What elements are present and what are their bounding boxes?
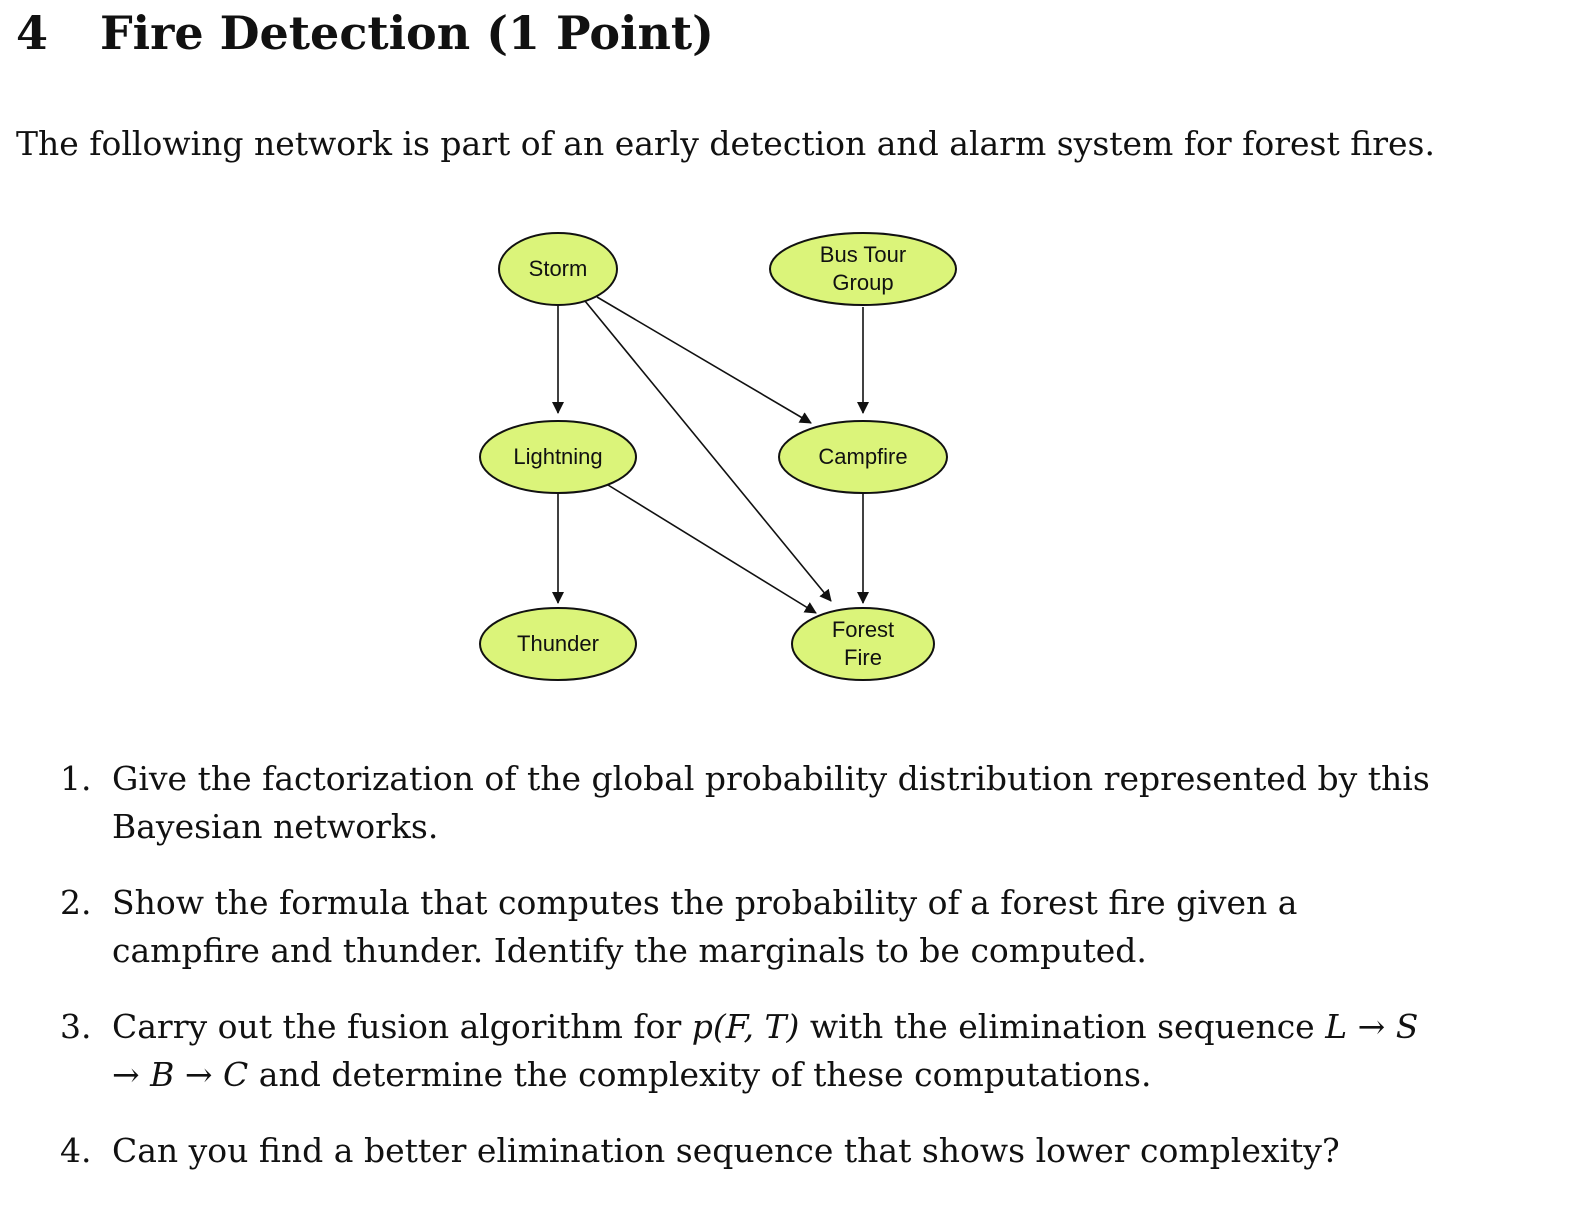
node-lightning — [479, 420, 637, 494]
edge-lightning-forestfire — [607, 484, 817, 614]
node-campfire — [778, 420, 948, 494]
node-label-forest-fire: Forest Fire — [831, 617, 895, 670]
section-title: Fire Detection (1 Point) — [100, 6, 714, 60]
question-text: Give the factorization of the global pro… — [112, 759, 1430, 846]
bayesian-network-diagram: Storm Bus Tour Group Lightning Campfire … — [450, 215, 1010, 715]
section-number: 4 — [16, 6, 49, 60]
node-thunder — [479, 607, 637, 681]
intro-text: The following network is part of an earl… — [16, 124, 1435, 163]
question-text: Can you find a better elimination sequen… — [112, 1131, 1340, 1170]
edge-storm-forestfire — [584, 300, 832, 602]
edge-storm-campfire — [596, 296, 812, 424]
node-storm — [498, 232, 618, 306]
network-graph — [479, 232, 957, 681]
question-item: 2. Show the formula that computes the pr… — [60, 879, 1440, 975]
question-item: 1. Give the factorization of the global … — [60, 755, 1440, 851]
question-text: Carry out the fusion algorithm for p(F, … — [112, 1007, 1419, 1094]
question-item: 3. Carry out the fusion algorithm for p(… — [60, 1003, 1440, 1099]
node-label-storm: Storm — [528, 256, 588, 281]
section-heading: 4 Fire Detection (1 Point) — [16, 6, 714, 60]
node-label-bus-tour-group: Bus Tour Group — [819, 242, 907, 295]
question-item: 4. Can you find a better elimination seq… — [60, 1127, 1440, 1175]
question-number: 1. — [60, 759, 92, 798]
node-label-campfire: Campfire — [818, 444, 908, 469]
question-list: 1. Give the factorization of the global … — [60, 755, 1440, 1203]
question-text: Show the formula that computes the proba… — [112, 883, 1298, 970]
node-label-lightning: Lightning — [513, 444, 603, 469]
node-label-thunder: Thunder — [517, 631, 599, 656]
question-number: 3. — [60, 1007, 92, 1046]
elimination-sequence: L → S → B → C — [112, 1007, 1419, 1094]
math-expression: p(F, T) — [691, 1007, 800, 1046]
question-number: 4. — [60, 1131, 92, 1170]
question-number: 2. — [60, 883, 92, 922]
node-bus-tour-group — [769, 232, 957, 306]
node-forest-fire — [791, 607, 935, 681]
